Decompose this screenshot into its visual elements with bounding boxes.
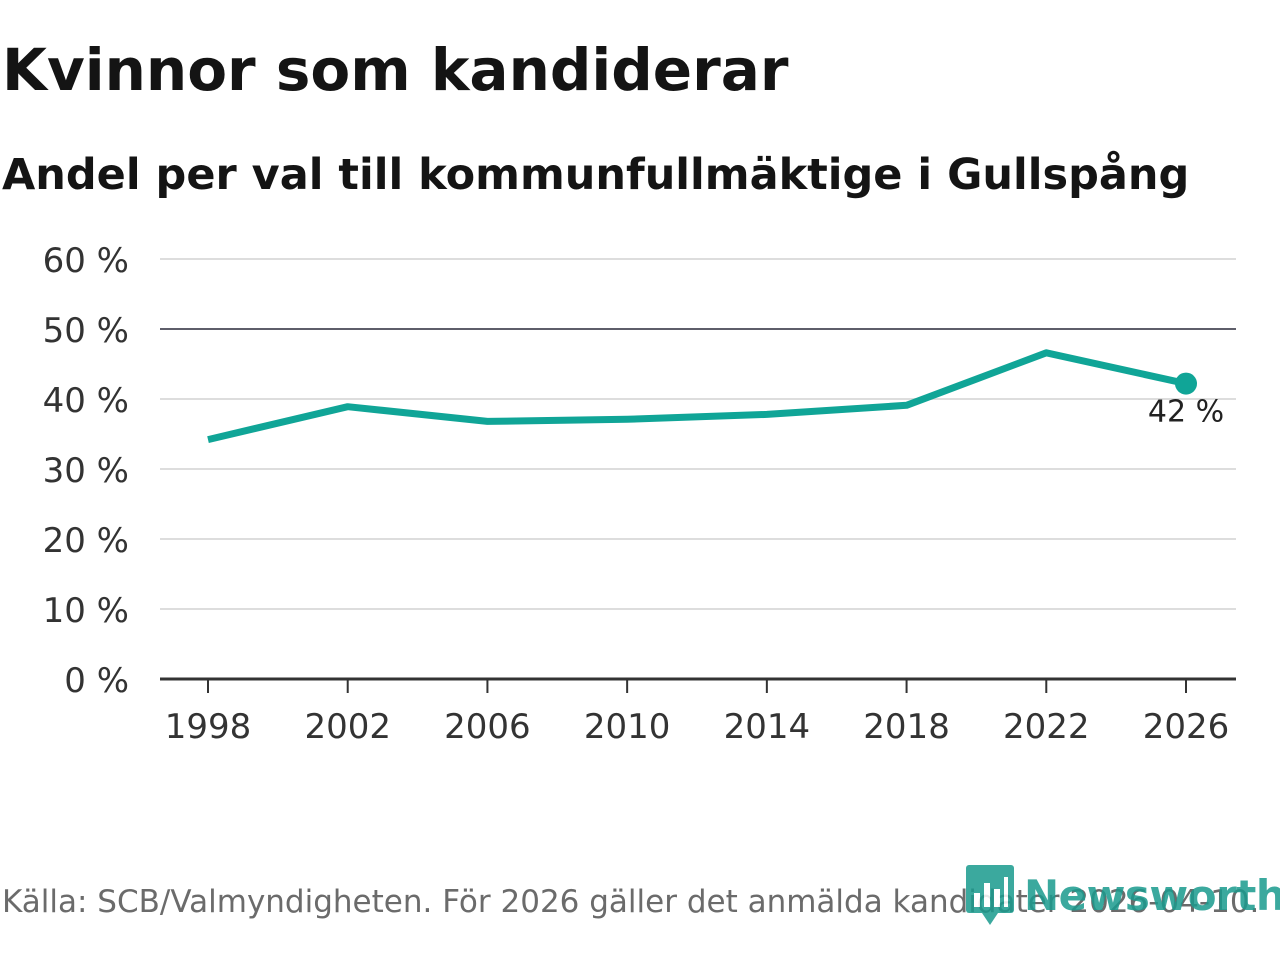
- x-tick-label: 2026: [1143, 707, 1230, 747]
- end-point-marker: [1175, 372, 1197, 395]
- x-tick-label: 2006: [444, 707, 531, 747]
- y-axis-ticks: 0 % 10 % 20 % 30 % 40 % 50 % 60 %: [43, 241, 129, 701]
- y-tick-label: 30 %: [43, 451, 129, 491]
- chart-title: Kvinnor som kandiderar: [2, 36, 789, 104]
- end-value-label: 42 %: [1148, 395, 1224, 430]
- series-line: [207, 349, 1187, 444]
- x-tick-label: 2002: [304, 707, 391, 747]
- brand-name: Newsworthy: [1024, 870, 1280, 920]
- x-tick-label: 2018: [863, 707, 950, 747]
- y-tick-label: 50 %: [43, 311, 129, 351]
- y-tick-label: 10 %: [43, 591, 129, 631]
- y-tick-label: 40 %: [43, 381, 129, 421]
- x-tick-label: 2022: [1003, 707, 1090, 747]
- y-tick-label: 0 %: [64, 661, 129, 701]
- series-layer: 42 %: [207, 349, 1224, 444]
- bar-chart-logo-icon: [966, 865, 1014, 925]
- y-tick-label: 20 %: [43, 521, 129, 561]
- gridlines: [160, 258, 1236, 610]
- x-tick-label: 2014: [724, 707, 811, 747]
- source-note: Källa: SCB/Valmyndigheten. För 2026 gäll…: [2, 884, 1260, 920]
- brand-logo[interactable]: Newsworthy: [964, 862, 1280, 928]
- chart-subtitle: Andel per val till kommunfullmäktige i G…: [2, 150, 1190, 200]
- x-axis: 1998 2002 2006 2010 2014 2018 2022 2026: [160, 677, 1236, 747]
- x-tick-label: 1998: [165, 707, 252, 747]
- x-tick-label: 2010: [584, 707, 671, 747]
- y-tick-label: 60 %: [43, 241, 129, 281]
